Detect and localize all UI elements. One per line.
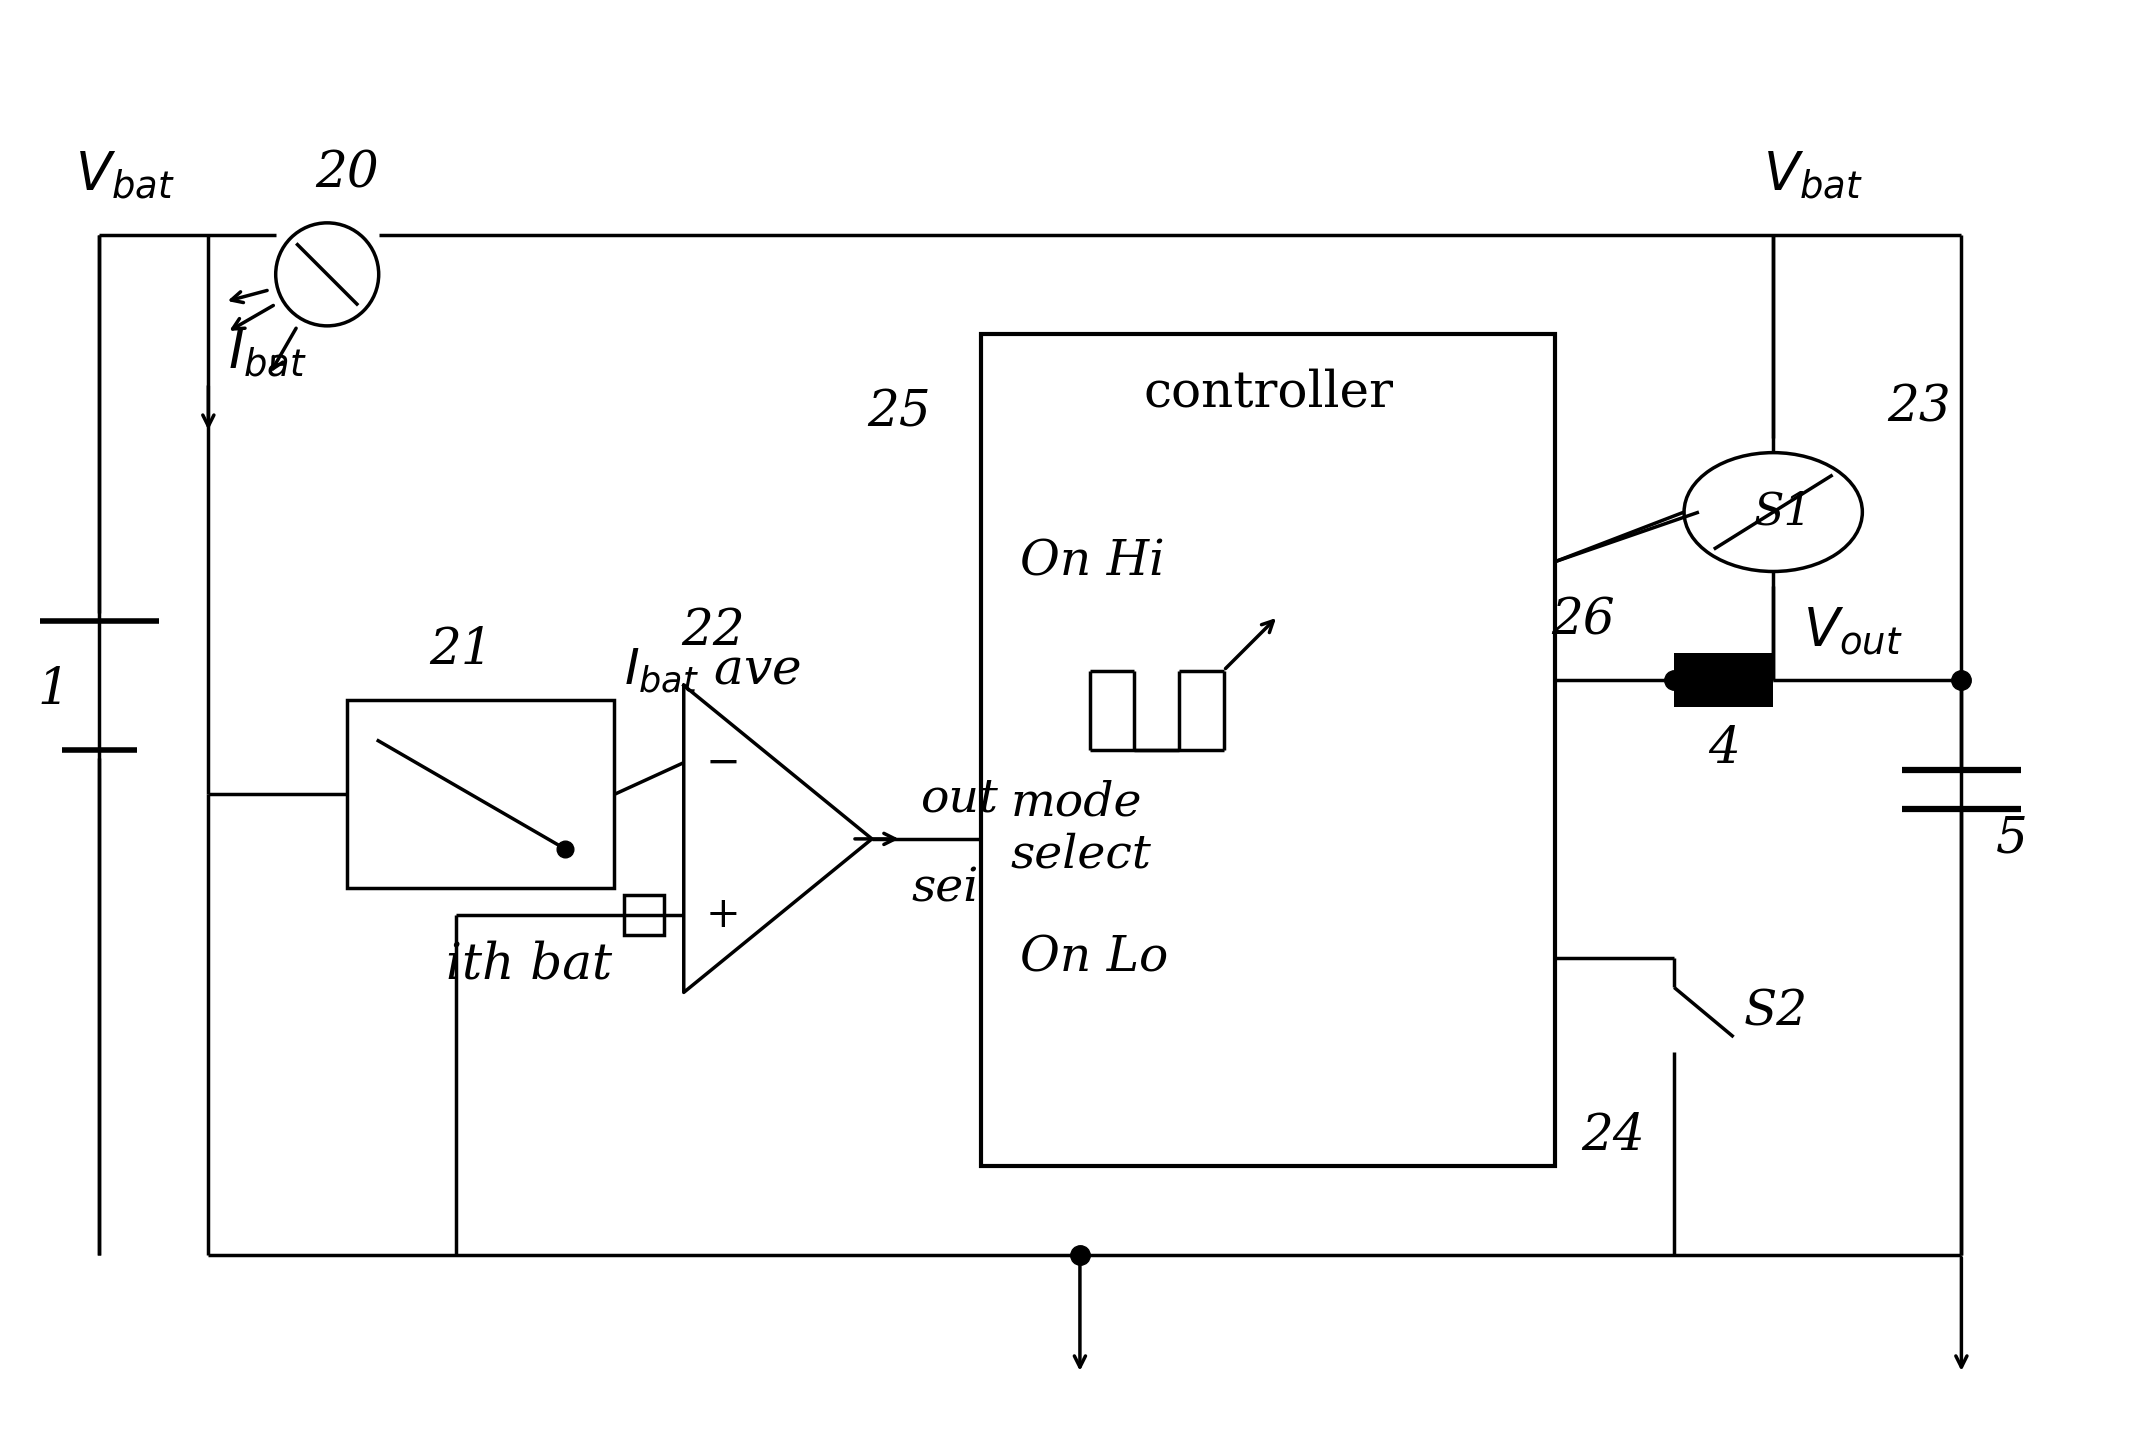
Polygon shape	[684, 686, 873, 992]
Text: $V_{bat}$: $V_{bat}$	[1762, 149, 1863, 202]
Text: 23: 23	[1887, 383, 1951, 432]
Text: S1: S1	[1754, 490, 1812, 534]
Text: 24: 24	[1580, 1111, 1644, 1161]
Bar	[1674, 652, 1773, 708]
Text: $V_{out}$: $V_{out}$	[1803, 605, 1902, 657]
Text: out: out	[922, 777, 999, 822]
Text: 25: 25	[868, 389, 930, 438]
Text: $V_{bat}$: $V_{bat}$	[75, 149, 174, 202]
Text: sei: sei	[911, 866, 980, 911]
Text: 4: 4	[1709, 725, 1739, 774]
Text: 20: 20	[315, 148, 379, 199]
Text: $I_{bat}$ ave: $I_{bat}$ ave	[624, 645, 802, 695]
Text: 1: 1	[39, 666, 71, 715]
Bar	[347, 700, 615, 889]
Text: −: −	[705, 741, 742, 783]
Text: +: +	[705, 895, 740, 937]
Text: S2: S2	[1743, 989, 1807, 1035]
Bar	[982, 334, 1554, 1166]
Text: mode
select: mode select	[1010, 780, 1151, 877]
Text: 26: 26	[1550, 596, 1614, 645]
Text: controller: controller	[1143, 368, 1394, 418]
Text: On Lo: On Lo	[1021, 934, 1168, 982]
Text: 5: 5	[1996, 813, 2028, 864]
Text: $I_{bat}$: $I_{bat}$	[227, 328, 307, 380]
Text: On Hi: On Hi	[1021, 538, 1164, 586]
Ellipse shape	[1683, 452, 1863, 571]
Text: ith bat: ith bat	[446, 940, 613, 989]
Text: 21: 21	[429, 626, 493, 676]
Bar	[624, 895, 665, 935]
Text: 22: 22	[682, 606, 746, 655]
